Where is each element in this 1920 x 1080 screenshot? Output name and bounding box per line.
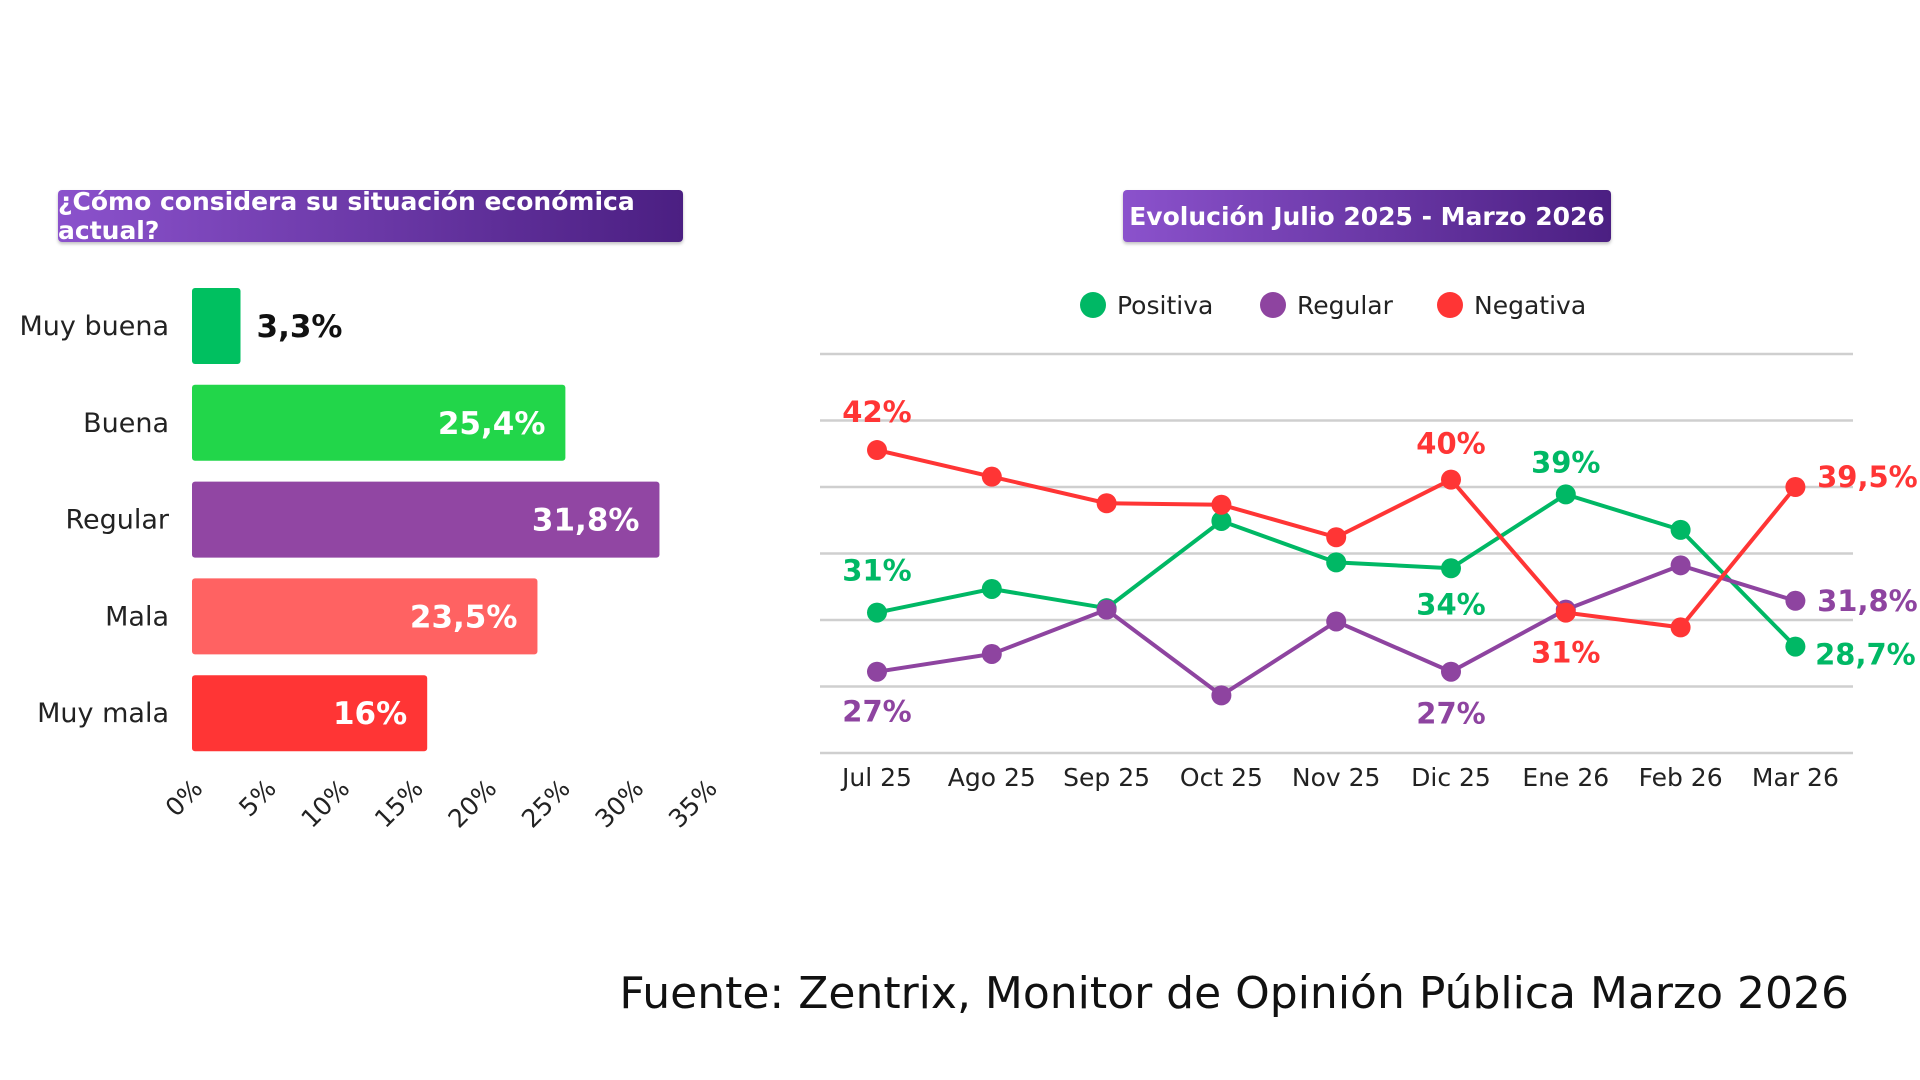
bar-value-label: 31,8%: [532, 503, 640, 539]
bar: [192, 481, 660, 558]
x-tick-label: 35%: [663, 774, 723, 834]
x-tick-label: 10%: [295, 774, 355, 834]
data-label: 31%: [1531, 636, 1600, 670]
legend-label: Negativa: [1474, 291, 1586, 320]
x-tick-label: 15%: [369, 774, 429, 834]
bar-value-label: 3,3%: [257, 309, 343, 345]
data-point: [1326, 527, 1347, 548]
x-tick-label: Dic 25: [1411, 763, 1491, 792]
data-label: 39%: [1531, 445, 1600, 479]
data-point: [867, 440, 887, 461]
data-point: [1211, 685, 1232, 706]
data-point: [1785, 590, 1806, 611]
x-tick-label: Jul 25: [840, 763, 912, 792]
legend-marker: [1080, 292, 1106, 318]
data-point: [1441, 469, 1461, 490]
x-tick-label: 0%: [160, 774, 209, 823]
data-point: [1670, 519, 1691, 540]
data-label: 27%: [842, 695, 911, 729]
x-tick-label: 25%: [516, 774, 576, 834]
bar-category-label: Buena: [83, 408, 169, 439]
data-label: 40%: [1416, 427, 1485, 461]
x-tick-label: 20%: [442, 774, 502, 834]
bar-category-label: Regular: [65, 505, 169, 536]
data-label: 42%: [842, 395, 911, 429]
bar: [192, 288, 241, 364]
line-chart-title: Evolución Julio 2025 - Marzo 2026: [1123, 190, 1611, 242]
data-label: 39,5%: [1817, 460, 1918, 494]
x-tick-label: 30%: [589, 774, 649, 834]
bar-value-label: 16%: [333, 696, 407, 732]
bar: [192, 578, 538, 655]
x-tick-label: Ene 26: [1522, 763, 1609, 792]
data-point: [1096, 493, 1117, 514]
x-tick-label: Feb 26: [1639, 763, 1723, 792]
bar-chart-title: ¿Cómo considera su situación económica a…: [58, 187, 683, 245]
data-label: 31,8%: [1817, 584, 1918, 618]
data-point: [981, 578, 1002, 599]
legend-marker: [1260, 292, 1286, 318]
data-point: [867, 602, 887, 623]
data-label: 34%: [1416, 587, 1485, 621]
data-point: [981, 466, 1002, 487]
data-point: [1326, 552, 1347, 573]
x-tick-label: Nov 25: [1292, 763, 1381, 792]
data-point: [1785, 477, 1806, 497]
data-point: [1211, 494, 1232, 515]
legend-label: Regular: [1297, 291, 1394, 320]
data-point: [867, 661, 887, 682]
bar: [192, 384, 566, 461]
bar-category-label: Mala: [105, 601, 169, 632]
data-label: 27%: [1416, 697, 1485, 731]
data-point: [1326, 611, 1347, 632]
bar-category-label: Muy mala: [37, 698, 169, 729]
x-tick-label: 5%: [233, 774, 282, 823]
legend-label: Positiva: [1117, 291, 1213, 320]
data-point: [1211, 510, 1232, 531]
data-point: [1785, 636, 1806, 657]
bar: [192, 675, 428, 752]
bar-value-label: 25,4%: [438, 406, 546, 442]
data-label: 28,7%: [1815, 638, 1916, 672]
bar-category-label: Muy buena: [20, 311, 170, 342]
data-point: [981, 643, 1002, 664]
data-point: [1441, 558, 1461, 579]
x-tick-label: Sep 25: [1063, 763, 1150, 792]
data-point: [1555, 602, 1576, 623]
data-point: [1670, 555, 1691, 576]
source-note: Fuente: Zentrix, Monitor de Opinión Públ…: [619, 968, 1849, 1019]
bar-value-label: 23,5%: [410, 599, 518, 635]
data-point: [1441, 661, 1461, 682]
x-tick-label: Oct 25: [1180, 763, 1263, 792]
data-point: [1096, 599, 1117, 620]
x-tick-label: Mar 26: [1752, 763, 1839, 792]
data-point: [1555, 484, 1576, 505]
data-label: 31%: [842, 554, 911, 588]
x-tick-label: Ago 25: [948, 763, 1036, 792]
legend-marker: [1437, 292, 1463, 318]
data-point: [1670, 617, 1691, 638]
